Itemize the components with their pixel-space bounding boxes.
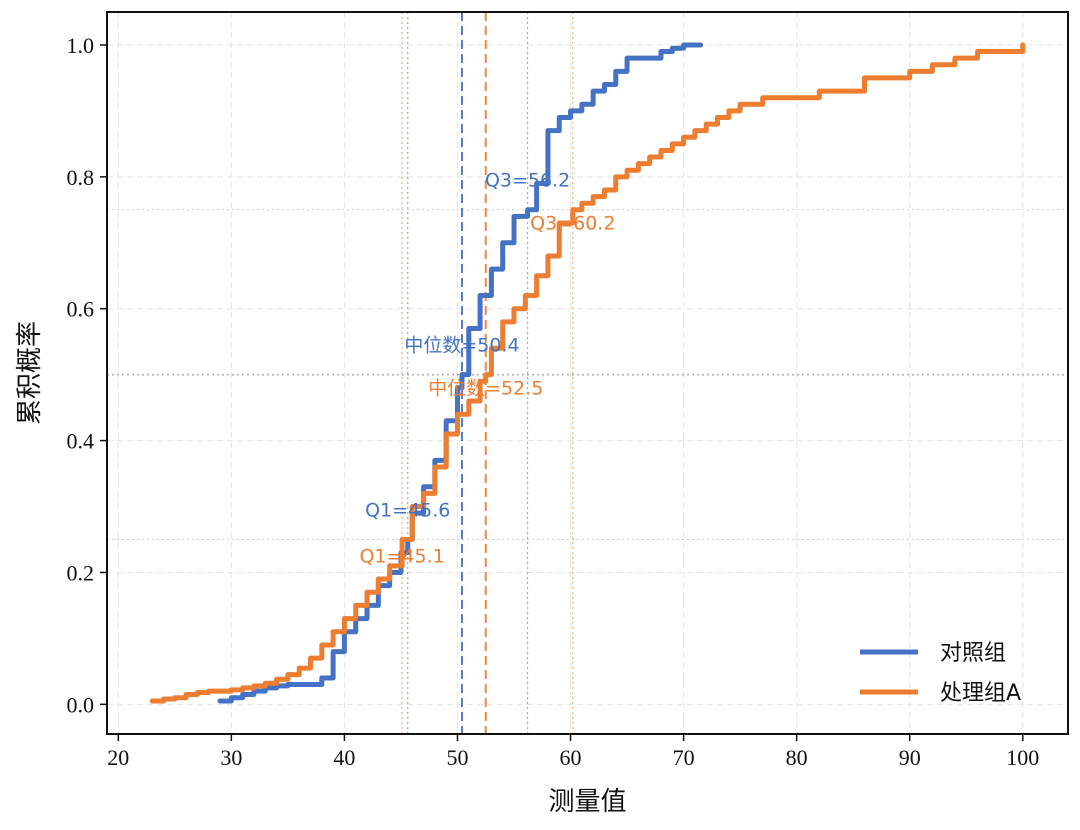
series-line-treatment [149,42,1026,704]
x-axis-title: 测量值 [548,787,626,817]
x-tick-label-7: 90 [899,745,921,770]
x-tick-label-8: 100 [1006,745,1039,770]
annotation-control-0: Q3=56.2 [485,170,570,192]
x-tick-label-1: 30 [220,745,242,770]
plot-frame [106,11,1069,735]
y-tick-label-2: 0.4 [67,429,95,454]
y-tick-label-3: 0.6 [67,297,95,322]
x-tick-label-6: 80 [786,745,808,770]
x-tick-label-5: 70 [673,745,695,770]
y-tick-label-0: 0.0 [67,692,95,717]
annotation-control-1: 中位数=50.4 [404,335,519,357]
annotation-treatment-4: 中位数=52.5 [428,377,543,399]
legend-label-treatment: 处理组A [940,681,1021,706]
series-line-control [217,42,704,704]
reference-lines [107,12,1068,734]
ticks-layer: 20 30 40 50 60 70 80 90 100 0.0 0.2 0.4 0.6 0.8 1.0 [67,33,1040,770]
grid-layer [107,12,1068,734]
y-tick-label-5: 1.0 [67,33,95,58]
annotation-treatment-3: Q3=60.2 [530,213,615,235]
legend: 对照组 处理组A [860,641,1021,706]
x-tick-label-2: 40 [333,745,355,770]
y-tick-label-4: 0.8 [67,165,95,190]
y-axis-title: 累积概率 [15,321,45,425]
annotation-treatment-5: Q1=45.1 [359,546,444,568]
annotation-control-2: Q1=45.6 [365,499,450,521]
y-tick-label-1: 0.2 [67,560,95,585]
annotation-layer: Q3=56.2 中位数=50.4 Q1=45.6 Q3=60.2 中位数=52.5 Q1=… [359,170,615,568]
series-layer [149,42,1026,704]
legend-label-control: 对照组 [940,641,1006,666]
x-tick-label-3: 50 [446,745,468,770]
x-tick-label-0: 20 [107,745,129,770]
x-tick-label-4: 60 [560,745,582,770]
